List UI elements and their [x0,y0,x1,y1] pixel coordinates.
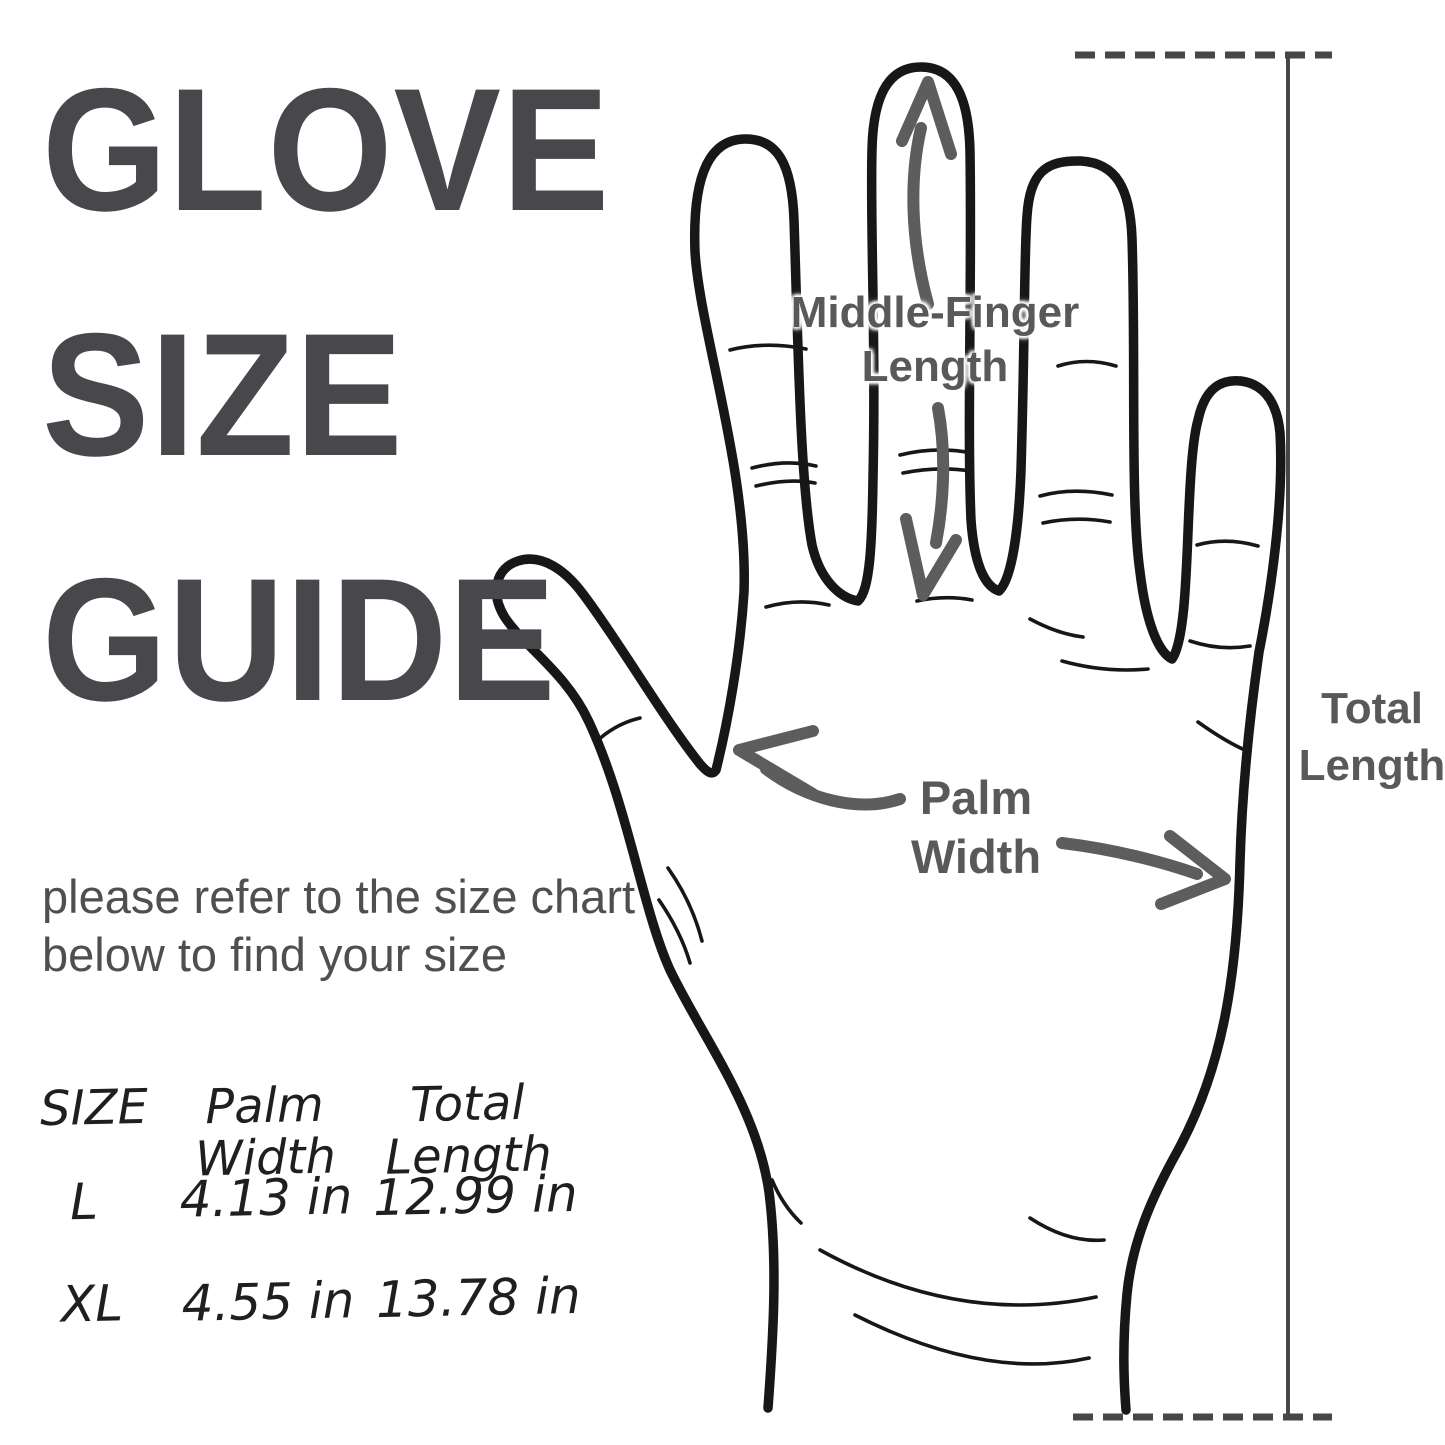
palm-width-cell: 4.13 in [179,1167,353,1229]
middle-finger-up-arrow [896,76,957,310]
middle-finger-length-label: Middle-Finger Length [790,288,1080,391]
instruction-note: please refer to the size chart below to … [42,868,635,984]
hand-creases [594,343,1260,1366]
size-cell: L [69,1172,99,1232]
middle-finger-down-arrow [900,402,962,601]
note-line-2: below to find your size [42,928,508,981]
palm-width-cell: 4.55 in [181,1271,355,1333]
note-line-1: please refer to the size chart [42,870,636,923]
size-cell: XL [60,1274,124,1334]
size-column-header: SIZE [39,1078,149,1138]
hand-outline [491,62,1286,1415]
total-length-label: Total Length [1298,684,1445,790]
title-line-3: GUIDE [42,543,557,738]
palm-width-left-arrow [733,725,906,811]
palm-width-label: Palm Width [910,771,1042,883]
title-line-1: GLOVE [42,53,611,248]
total-length-cell: 13.78 in [375,1266,582,1330]
total-length-cell: 12.99 in [372,1164,579,1228]
total-length-dimension [1073,51,1332,1421]
palm-width-right-arrow [1056,830,1231,910]
page-title: GLOVE SIZE GUIDE [42,28,610,763]
title-line-2: SIZE [42,298,404,493]
